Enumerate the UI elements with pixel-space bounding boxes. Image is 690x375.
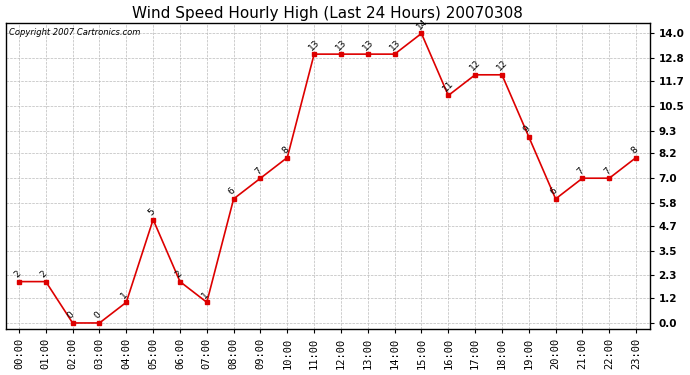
Text: 5: 5 — [146, 207, 157, 218]
Text: 9: 9 — [522, 124, 532, 135]
Text: 11: 11 — [442, 79, 456, 93]
Text: 12: 12 — [495, 58, 509, 73]
Text: 2: 2 — [173, 269, 184, 279]
Text: 2: 2 — [39, 269, 49, 279]
Text: 13: 13 — [307, 38, 322, 52]
Text: 2: 2 — [12, 269, 22, 279]
Text: 13: 13 — [361, 38, 375, 52]
Text: 6: 6 — [549, 186, 559, 197]
Text: 13: 13 — [388, 38, 402, 52]
Text: 7: 7 — [602, 166, 613, 176]
Title: Wind Speed Hourly High (Last 24 Hours) 20070308: Wind Speed Hourly High (Last 24 Hours) 2… — [132, 6, 523, 21]
Text: 1: 1 — [119, 290, 130, 300]
Text: 13: 13 — [334, 38, 348, 52]
Text: 14: 14 — [415, 17, 429, 31]
Text: 7: 7 — [575, 166, 586, 176]
Text: Copyright 2007 Cartronics.com: Copyright 2007 Cartronics.com — [9, 28, 140, 37]
Text: 6: 6 — [227, 186, 237, 197]
Text: 8: 8 — [629, 145, 640, 155]
Text: 8: 8 — [280, 145, 290, 155]
Text: 1: 1 — [200, 290, 210, 300]
Text: 12: 12 — [469, 58, 482, 73]
Text: 7: 7 — [253, 166, 264, 176]
Text: 0: 0 — [92, 310, 103, 321]
Text: 0: 0 — [66, 310, 76, 321]
